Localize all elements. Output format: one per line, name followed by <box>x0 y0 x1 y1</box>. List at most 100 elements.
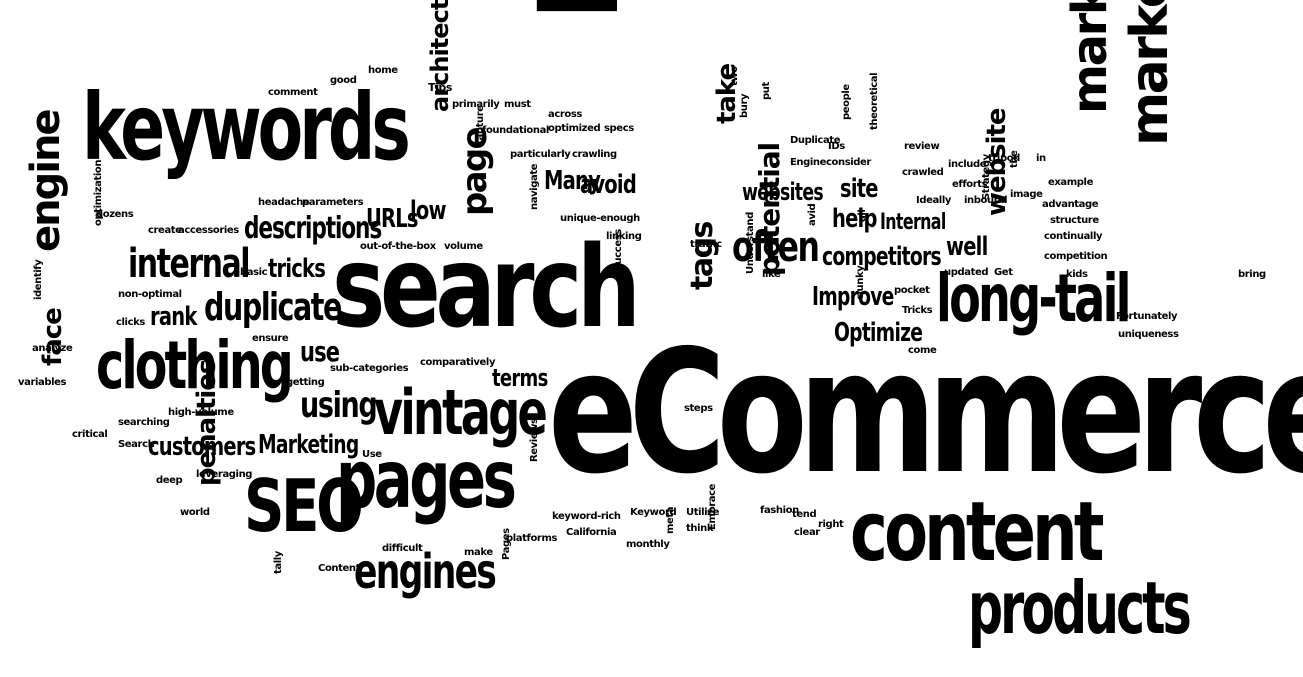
word-rank: rank <box>150 302 197 332</box>
word-improve: Improve <box>812 282 894 312</box>
word-variables: variables <box>18 377 67 388</box>
word-primarily: primarily <box>452 99 500 110</box>
word-engine-cap: Engine <box>790 157 827 168</box>
word-engine: engine <box>23 110 69 252</box>
word-long-tail: long-tail <box>936 260 1131 337</box>
word-help: help <box>832 204 877 234</box>
word-clunky: clunky <box>855 265 866 300</box>
word-architecture: architecture <box>426 0 454 112</box>
word-clear: clear <box>794 527 820 538</box>
word-all: all <box>857 209 868 222</box>
word-duplicate: duplicate <box>204 285 342 329</box>
word-getting: getting <box>286 377 325 388</box>
word-engines: engines <box>354 544 497 600</box>
word-comment: comment <box>268 87 318 98</box>
word-reviews: Reviews <box>529 418 540 462</box>
word-specs: specs <box>604 123 634 134</box>
word-monthly: monthly <box>626 539 670 550</box>
word-optimized: optimized <box>548 123 601 134</box>
word-content: content <box>850 485 1104 580</box>
word-optimization: optimization <box>93 159 104 226</box>
word-clicks: clicks <box>116 317 145 328</box>
word-use-cap: Use <box>362 449 382 460</box>
word-continually: continually <box>1044 231 1103 242</box>
word-pages: pages <box>336 433 517 526</box>
word-dozens: dozens <box>96 209 134 220</box>
word-utilize: Utilize <box>686 507 719 518</box>
word-product: product <box>497 0 620 20</box>
word-terms: terms <box>492 364 548 392</box>
word-well: well <box>946 232 988 262</box>
word-products: products <box>968 566 1192 650</box>
word-tricks-cap: Tricks <box>902 305 933 316</box>
word-kids: kids <box>1066 269 1088 280</box>
word-world: world <box>180 507 210 518</box>
word-tripod: tripod <box>988 153 1020 164</box>
word-efforts: efforts <box>952 179 988 190</box>
word-internal: internal <box>128 241 251 287</box>
word-penalties: penalties <box>192 359 222 486</box>
word-fortunately: Fortunately <box>1116 311 1178 322</box>
word-competitors: competitors <box>822 242 942 272</box>
word-tips: Tips <box>428 81 452 94</box>
word-ideally: Ideally <box>916 195 951 206</box>
word-tricks: tricks <box>268 254 326 284</box>
word-think: think <box>686 523 714 534</box>
word-bring: bring <box>1238 269 1266 280</box>
word-include: include <box>948 159 987 170</box>
word-marketers: marketers <box>1120 0 1180 146</box>
word-success: success <box>613 229 624 270</box>
word-tags: tags <box>685 222 720 290</box>
word-volume: volume <box>444 241 483 252</box>
word-use: use <box>300 335 340 368</box>
word-example: example <box>1048 177 1093 188</box>
word-search-cap: Search <box>118 439 155 450</box>
word-like: like <box>762 269 781 280</box>
word-basic: basic <box>240 267 268 278</box>
word-platforms: platforms <box>506 533 558 544</box>
word-face: face <box>38 308 68 366</box>
word-updated: updated <box>944 267 989 278</box>
word-optimize: Optimize <box>834 318 923 348</box>
word-consider: consider <box>826 157 871 168</box>
word-foundational: foundational <box>482 125 549 136</box>
word-comparatively: comparatively <box>420 357 496 368</box>
word-using: using <box>300 385 378 426</box>
word-accessories: accessories <box>178 225 239 236</box>
word-people: people <box>841 84 852 120</box>
word-ensure: ensure <box>252 333 289 344</box>
word-good: good <box>330 75 357 86</box>
word-analyze: analyze <box>32 343 73 354</box>
word-avoid: avoid <box>580 170 637 200</box>
word-competition: competition <box>1044 251 1108 262</box>
word-low: low <box>410 196 447 226</box>
word-out-of-the-box: out-of-the-box <box>360 241 436 252</box>
word-two: two <box>729 66 740 86</box>
word-theoretical: theoretical <box>869 72 880 130</box>
word-tend: tend <box>792 509 817 520</box>
word-internal-cap: Internal <box>880 210 946 235</box>
word-keyword-rich: keyword-rich <box>552 511 621 522</box>
word-navigate: navigate <box>529 163 540 210</box>
word-often: often <box>732 222 820 271</box>
word-websites: websites <box>742 178 824 206</box>
word-searching: searching <box>118 417 170 428</box>
word-ecommerce: eCommerce <box>548 314 1303 512</box>
word-must: must <box>504 99 531 110</box>
word-potential: potential <box>753 143 786 276</box>
word-structure: structure <box>1050 215 1099 226</box>
word-parameters: parameters <box>302 197 364 208</box>
word-across: across <box>548 109 582 120</box>
word-seo: SEO <box>244 464 364 548</box>
word-sub-categories: sub-categories <box>330 363 409 374</box>
word-deep: deep <box>156 475 183 486</box>
word-traffic: traffic <box>690 239 722 250</box>
word-in: in <box>1036 153 1046 164</box>
word-many: Many <box>544 166 601 196</box>
word-crawled: crawled <box>902 167 944 178</box>
word-particularly: particularly <box>510 149 571 160</box>
word-pocket: pocket <box>894 285 930 296</box>
word-review: review <box>904 141 940 152</box>
word-bury: bury <box>739 93 750 118</box>
